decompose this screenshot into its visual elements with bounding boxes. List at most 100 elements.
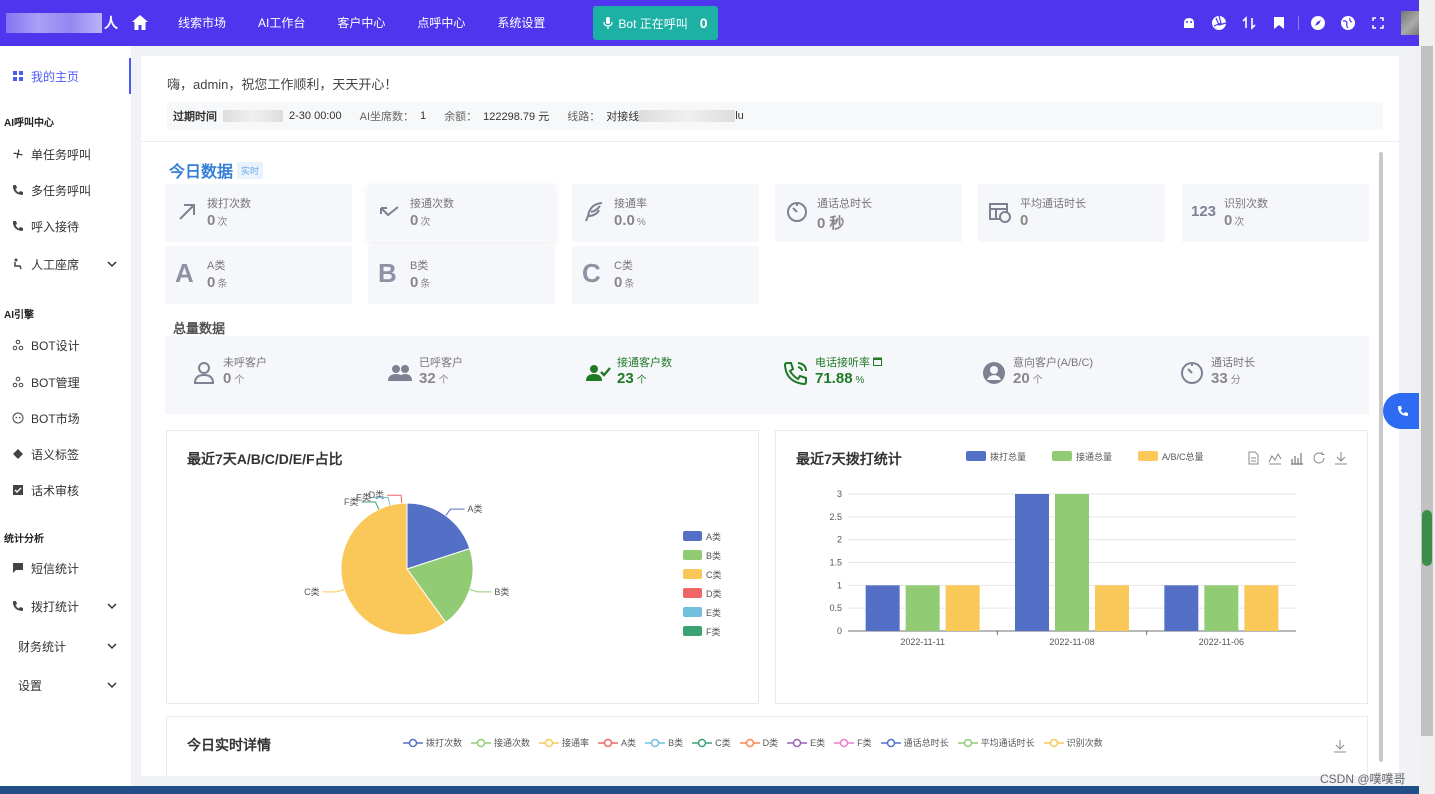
realtime-legend-item[interactable]: B类 [645, 736, 683, 749]
watermark: CSDN @噗噗哥 [1320, 772, 1406, 786]
page-scrollbar[interactable] [1419, 0, 1435, 794]
nav-item-call-center[interactable]: 点呼中心 [417, 16, 466, 30]
realtime-legend-item[interactable]: 通话总时长 [880, 736, 949, 749]
fullscreen-icon[interactable] [1363, 0, 1393, 46]
account-info-bar: 过期时间 2-30 00:00 AI坐席数： 1 余额： 122298.79 元… [167, 102, 1383, 130]
realtime-legend-label: 识别次数 [1066, 738, 1103, 748]
refresh-icon[interactable] [1312, 451, 1326, 465]
logo[interactable]: 人 [0, 0, 118, 46]
unit: 次 [420, 217, 431, 228]
bar-legend-swatch-0 [966, 451, 986, 461]
bar-ytick-2: 1 [837, 580, 842, 590]
sidebar-item-multi-task[interactable]: 多任务呼叫 [0, 172, 131, 208]
sidebar-item-semantic-tags[interactable]: 语义标签 [0, 436, 131, 472]
bot-calling-button[interactable]: Bot 正在呼叫 0 [593, 6, 718, 40]
card-value: 0 秒 [817, 212, 847, 233]
sidebar-item-label: BOT市场 [31, 411, 80, 426]
bar-ytick-6: 3 [837, 489, 842, 499]
sidebar-item-bot-market[interactable]: BOT市场 [0, 400, 131, 436]
sidebar-item-call-stats[interactable]: 拨打统计 [0, 588, 131, 624]
value: 23 [617, 370, 634, 387]
chevron-down-icon [107, 603, 117, 610]
realtime-legend-item[interactable]: A类 [598, 736, 636, 749]
nodes-icon [12, 376, 24, 388]
pie-legend-swatch-5 [683, 626, 702, 636]
bar-legend-swatch-1 [1052, 451, 1072, 461]
sidebar-item-finance-stats[interactable]: 财务统计 [0, 628, 131, 664]
line-chart-icon[interactable] [1268, 451, 1282, 465]
realtime-legend-item[interactable]: C类 [692, 736, 731, 749]
sidebar-item-agent[interactable]: 人工座席 [0, 246, 131, 282]
os-taskbar [0, 786, 1419, 794]
total-label: 通话时长 [1211, 357, 1255, 369]
nav-item-ai-workbench[interactable]: AI工作台 [258, 16, 306, 30]
pie-label-4: E类 [356, 491, 371, 502]
bar-2-2 [1244, 585, 1279, 631]
realtime-title: 今日实时详情 [187, 737, 271, 753]
sidebar-item-bot-manage[interactable]: BOT管理 [0, 364, 131, 400]
realtime-legend-item[interactable]: 接通率 [539, 736, 589, 749]
unit: 条 [420, 279, 431, 290]
bar-chart-icon[interactable] [1290, 451, 1304, 465]
realtime-legend-item[interactable]: 接通次数 [471, 736, 530, 749]
scrollbar-grip[interactable] [1422, 510, 1432, 566]
data-view-icon[interactable] [1246, 451, 1260, 465]
bar-ytick-4: 2 [837, 535, 842, 545]
legend-line-circle-icon [598, 738, 619, 747]
user-circle-icon [983, 362, 1005, 384]
balance-value: 122298.79 元 [483, 111, 550, 123]
sidebar-item-label: 单任务呼叫 [31, 147, 92, 162]
sidebar-item-home[interactable]: 我的主页 [0, 58, 131, 94]
total-label: 电话接听率 [815, 354, 883, 370]
legend-line-circle-icon [1043, 738, 1064, 747]
scrollbar-thumb[interactable] [1421, 46, 1433, 736]
nav-item-leads-market[interactable]: 线索市场 [178, 16, 227, 30]
sidebar-item-bot-design[interactable]: BOT设计 [0, 327, 131, 363]
bar-ytick-0: 0 [837, 626, 842, 636]
balance-label: 余额： [444, 111, 478, 123]
call-float-button[interactable] [1383, 393, 1423, 429]
pie-leader-2 [322, 588, 345, 593]
nav-item-system-settings[interactable]: 系统设置 [497, 16, 546, 30]
line-value: 对接线 [606, 111, 640, 123]
realtime-legend-item[interactable]: F类 [834, 736, 872, 749]
download-icon[interactable] [1333, 739, 1347, 753]
redacted-block [223, 110, 283, 122]
calendar-icon[interactable] [873, 357, 883, 366]
sidebar-group-ai-call: AI呼叫中心 [4, 118, 54, 129]
realtime-legend-label: 拨打次数 [426, 738, 463, 748]
logo-blurred-text [6, 13, 102, 33]
realtime-legend-item[interactable]: E类 [787, 736, 825, 749]
android-icon[interactable] [1174, 0, 1204, 46]
sidebar-item-single-task[interactable]: 单任务呼叫 [0, 136, 131, 172]
compass-icon[interactable] [1303, 0, 1333, 46]
card-label: 拨打次数 [207, 198, 251, 210]
sidebar-item-script-review[interactable]: 话术审核 [0, 472, 131, 508]
value: 0 [207, 212, 216, 229]
globe-icon[interactable] [1333, 0, 1363, 46]
nav-item-customer-center[interactable]: 客户中心 [337, 16, 386, 30]
user-icon [193, 362, 215, 384]
unit: 分 [1230, 375, 1241, 386]
transfer-icon[interactable] [1234, 0, 1264, 46]
home-icon[interactable] [130, 13, 150, 33]
realtime-legend-item[interactable]: 识别次数 [1043, 736, 1103, 749]
realtime-legend-item[interactable]: 拨打次数 [403, 736, 462, 749]
realtime-legend-item[interactable]: 平均通话时长 [957, 736, 1035, 749]
bookmark-icon[interactable] [1264, 0, 1294, 46]
sidebar-item-settings[interactable]: 设置 [0, 667, 131, 703]
realtime-legend-item[interactable]: D类 [739, 736, 778, 749]
checkbox-icon [13, 485, 23, 495]
aperture-icon[interactable] [1204, 0, 1234, 46]
sidebar-item-inbound[interactable]: 呼入接待 [0, 208, 131, 244]
unit: 个 [234, 375, 245, 386]
sidebar-item-label: 多任务呼叫 [31, 183, 92, 198]
inner-scrollbar[interactable] [1379, 152, 1383, 762]
download-icon[interactable] [1334, 451, 1348, 465]
sidebar-item-sms-stats[interactable]: 短信统计 [0, 550, 131, 586]
card-label: 通话总时长 [817, 198, 872, 210]
pie-legend-swatch-2 [683, 569, 702, 579]
sidebar-group-ai-engine: AI引擎 [4, 310, 34, 321]
